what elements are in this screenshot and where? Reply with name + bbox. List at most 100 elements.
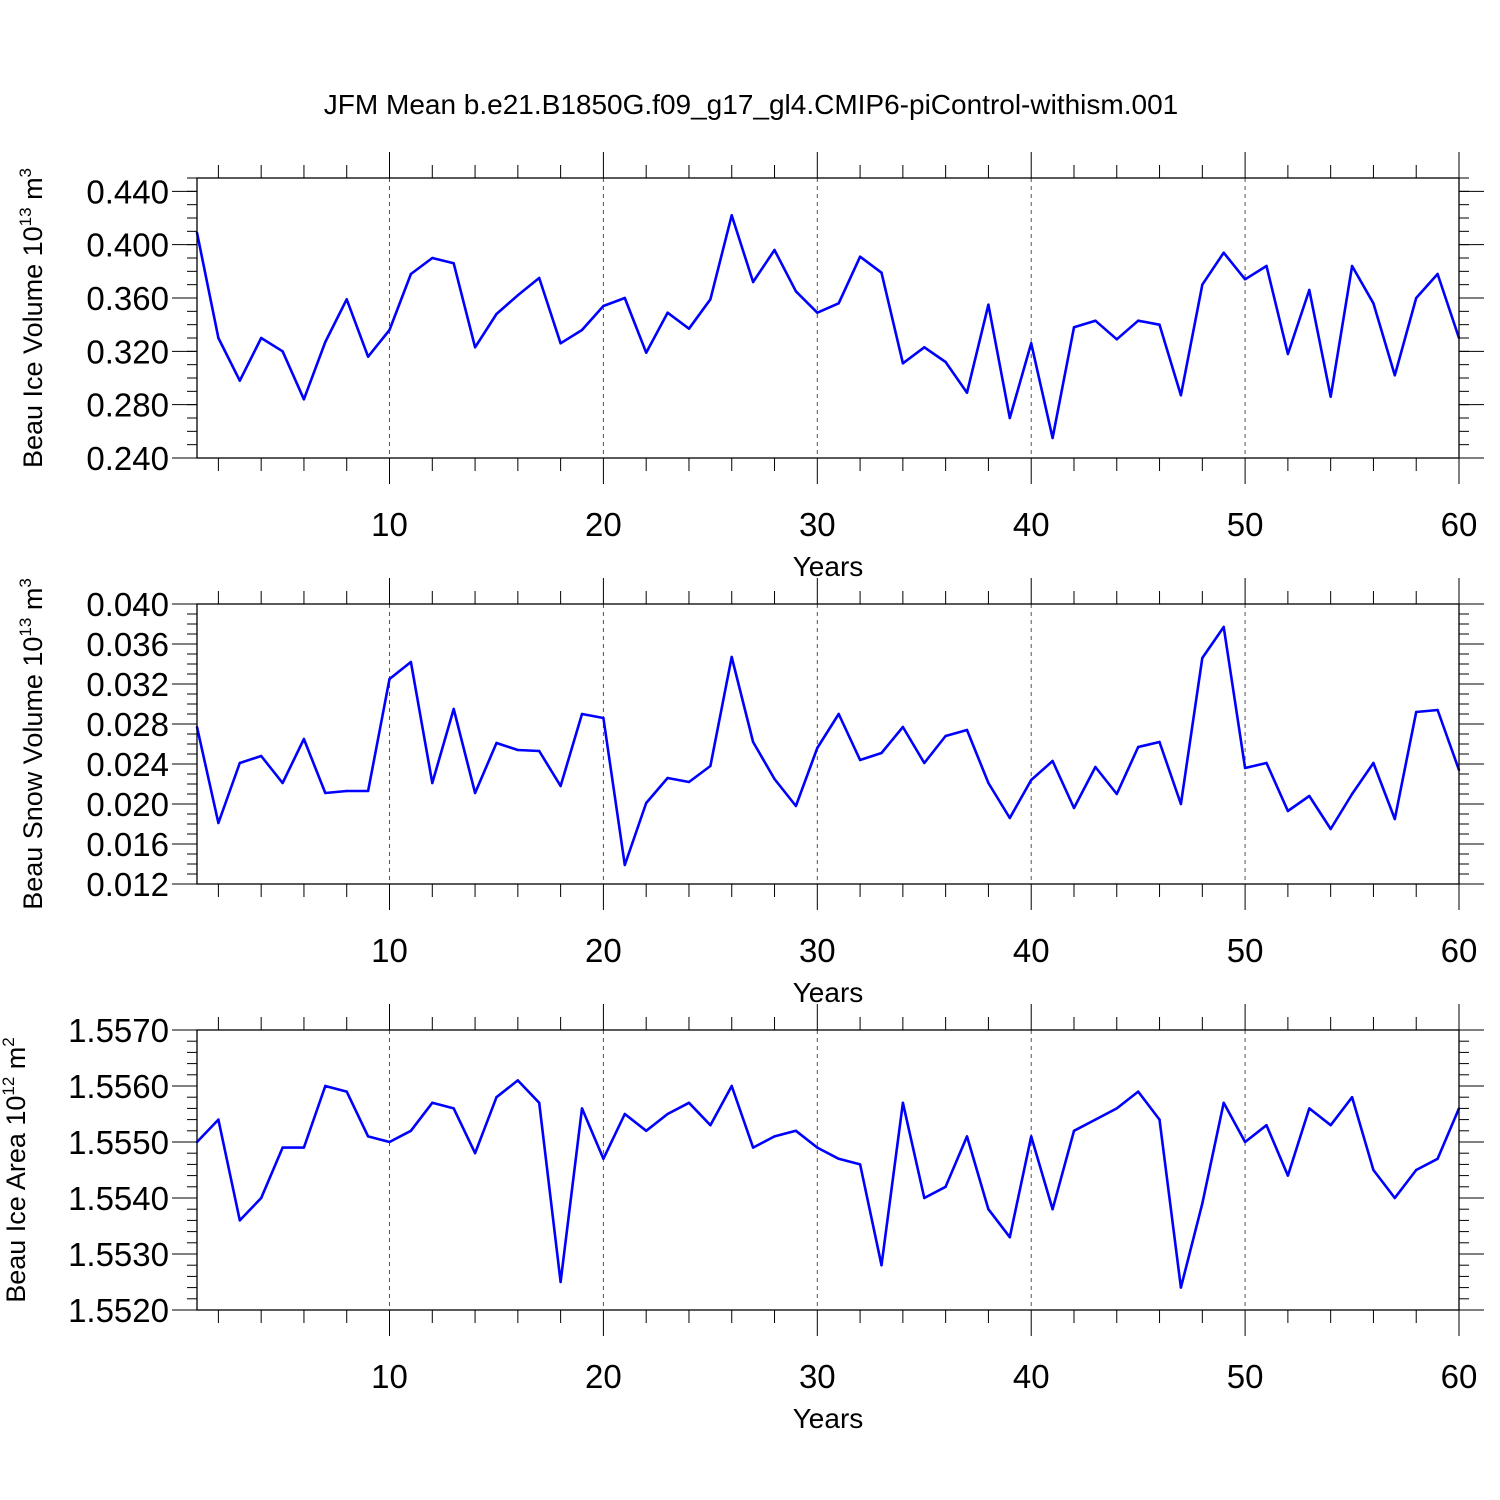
- data-point: [281, 781, 284, 785]
- data-point: [431, 781, 434, 785]
- data-point: [1072, 326, 1076, 329]
- data-point: [259, 754, 263, 758]
- data-point: [1243, 1140, 1247, 1144]
- data-point: [1372, 302, 1375, 305]
- data-point: [709, 298, 712, 301]
- data-point: [1243, 278, 1247, 281]
- y-tick-label: 0.024: [86, 746, 169, 783]
- x-tick-label: 10: [371, 1358, 408, 1395]
- data-point: [1415, 710, 1418, 714]
- x-tick-label: 20: [585, 1358, 622, 1395]
- chart-panel-2: 0.0120.0160.0200.0240.0280.0320.0360.040…: [16, 578, 1484, 1008]
- y-tick-label: 1.5570: [68, 1012, 169, 1049]
- data-point: [1072, 806, 1076, 810]
- data-point: [751, 280, 755, 284]
- data-point: [944, 734, 947, 738]
- y-axis-label: Beau Ice Volume 1013 m3: [16, 168, 48, 468]
- data-point: [1136, 1090, 1140, 1093]
- x-tick-label: 40: [1013, 1358, 1050, 1395]
- data-point: [858, 758, 862, 762]
- data-point: [1051, 759, 1054, 763]
- chart-panel-1: 0.240 0.280 0.320 0.360 0.400 0.440 10 20 30 40 50…: [16, 152, 1484, 582]
- data-point: [345, 298, 348, 301]
- data-point: [1308, 1107, 1311, 1110]
- data-point: [217, 821, 220, 825]
- data-point: [1008, 1236, 1012, 1239]
- data-point: [1008, 816, 1012, 820]
- data-point: [1008, 416, 1012, 420]
- data-point: [431, 1101, 434, 1105]
- data-point: [880, 271, 883, 274]
- data-point: [1308, 288, 1311, 292]
- x-tick-label: 20: [585, 506, 622, 543]
- data-point: [666, 1112, 669, 1116]
- data-point: [880, 1264, 883, 1267]
- data-point: [1094, 1118, 1097, 1121]
- data-point: [516, 748, 520, 752]
- data-point: [538, 1101, 541, 1105]
- data-point: [1201, 283, 1204, 286]
- y-tick-label: 0.036: [86, 626, 169, 663]
- y-tick-label: 0.040: [86, 586, 169, 623]
- data-point: [1201, 656, 1204, 660]
- data-point: [1350, 792, 1354, 796]
- x-tick-label: 10: [371, 506, 408, 543]
- data-point: [602, 304, 605, 308]
- data-point: [1393, 1196, 1397, 1200]
- y-axis-label: Beau Ice Area 1012 m2: [0, 1037, 31, 1303]
- data-point: [1136, 319, 1140, 322]
- data-point: [773, 248, 776, 252]
- data-point: [751, 1146, 755, 1149]
- y-tick-label: 1.5540: [68, 1180, 169, 1217]
- data-point: [238, 761, 241, 765]
- data-point: [1158, 323, 1161, 326]
- y-tick-label: 0.032: [86, 666, 169, 703]
- data-point: [751, 740, 755, 744]
- data-point: [794, 290, 798, 293]
- y-tick-label: 0.440: [86, 173, 169, 210]
- data-point: [602, 716, 605, 720]
- data-point: [1436, 708, 1439, 712]
- data-point: [1051, 1208, 1054, 1211]
- data-point: [880, 751, 883, 755]
- data-point: [388, 1140, 391, 1144]
- data-point: [923, 1196, 926, 1200]
- data-point: [559, 1280, 562, 1284]
- data-point: [1350, 264, 1354, 268]
- data-point: [259, 1196, 263, 1200]
- data-point: [1072, 1129, 1076, 1133]
- y-axis-label: Beau Snow Volume 1013 m3: [16, 578, 48, 910]
- data-point: [1372, 761, 1375, 765]
- data-point: [644, 1129, 648, 1133]
- data-point: [495, 1096, 498, 1099]
- data-point: [666, 311, 669, 314]
- data-point: [623, 863, 626, 867]
- data-point: [965, 391, 969, 394]
- data-point: [687, 1101, 691, 1105]
- data-point: [816, 311, 819, 314]
- y-tick-label: 1.5560: [68, 1068, 169, 1105]
- data-point: [602, 1157, 605, 1161]
- y-tick-label: 1.5530: [68, 1236, 169, 1273]
- data-point: [473, 346, 477, 349]
- data-point: [473, 791, 477, 795]
- data-point: [1286, 352, 1290, 356]
- x-tick-label: 20: [585, 932, 622, 969]
- x-tick-label: 30: [799, 1358, 836, 1395]
- data-point: [1115, 338, 1118, 341]
- data-point: [1115, 1107, 1118, 1110]
- series-line: [195, 625, 1461, 867]
- data-point: [644, 801, 648, 805]
- data-point: [1030, 342, 1033, 345]
- data-point: [1179, 394, 1183, 397]
- data-point: [1051, 436, 1054, 440]
- data-point: [794, 1129, 798, 1133]
- data-point: [1136, 745, 1140, 749]
- data-point: [495, 312, 498, 316]
- y-tick-label: 0.012: [86, 866, 169, 903]
- x-tick-label: 30: [799, 506, 836, 543]
- data-point: [623, 1112, 626, 1116]
- data-point: [452, 1107, 455, 1110]
- plot-frame: [196, 1029, 1460, 1311]
